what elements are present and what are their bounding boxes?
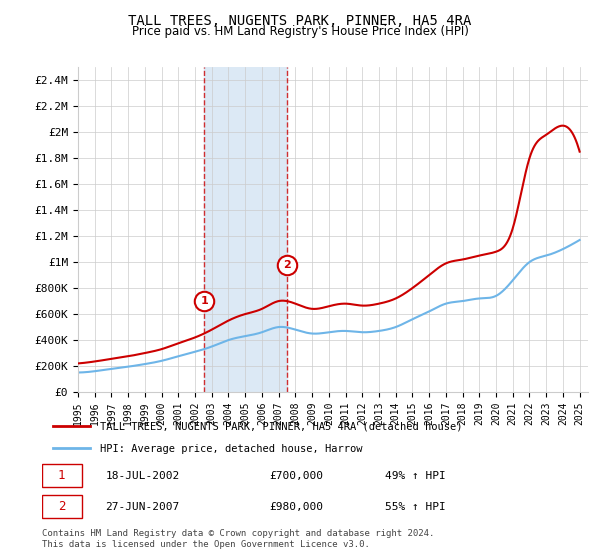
Text: 55% ↑ HPI: 55% ↑ HPI (385, 502, 446, 512)
FancyBboxPatch shape (42, 495, 82, 518)
Text: 27-JUN-2007: 27-JUN-2007 (106, 502, 179, 512)
Text: 1: 1 (200, 296, 208, 306)
Text: 18-JUL-2002: 18-JUL-2002 (106, 471, 179, 481)
Bar (204, 67, 287, 392)
Text: 1: 1 (58, 469, 65, 482)
Text: Contains HM Land Registry data © Crown copyright and database right 2024.
This d: Contains HM Land Registry data © Crown c… (42, 529, 434, 549)
Text: 2: 2 (283, 260, 291, 270)
Text: 2: 2 (58, 500, 65, 513)
Text: TALL TREES, NUGENTS PARK, PINNER, HA5 4RA (detached house): TALL TREES, NUGENTS PARK, PINNER, HA5 4R… (100, 422, 463, 432)
Text: £980,000: £980,000 (269, 502, 323, 512)
Text: HPI: Average price, detached house, Harrow: HPI: Average price, detached house, Harr… (100, 444, 362, 454)
Text: TALL TREES, NUGENTS PARK, PINNER, HA5 4RA: TALL TREES, NUGENTS PARK, PINNER, HA5 4R… (128, 14, 472, 28)
FancyBboxPatch shape (42, 464, 82, 487)
Text: £700,000: £700,000 (269, 471, 323, 481)
Text: 49% ↑ HPI: 49% ↑ HPI (385, 471, 446, 481)
Text: Price paid vs. HM Land Registry's House Price Index (HPI): Price paid vs. HM Land Registry's House … (131, 25, 469, 38)
